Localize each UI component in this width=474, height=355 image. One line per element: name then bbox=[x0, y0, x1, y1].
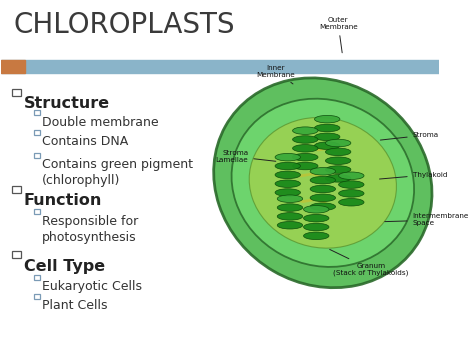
Ellipse shape bbox=[338, 190, 364, 197]
Ellipse shape bbox=[292, 162, 318, 170]
Ellipse shape bbox=[277, 204, 303, 211]
Ellipse shape bbox=[338, 181, 364, 189]
Ellipse shape bbox=[249, 118, 396, 248]
Bar bbox=[34, 153, 40, 158]
Ellipse shape bbox=[275, 180, 301, 187]
Ellipse shape bbox=[326, 175, 351, 182]
Text: Contains green pigment
(chlorophyll): Contains green pigment (chlorophyll) bbox=[42, 158, 193, 187]
Text: Stroma
Lamellae: Stroma Lamellae bbox=[216, 150, 276, 163]
Text: Responsible for
photosynthesis: Responsible for photosynthesis bbox=[42, 215, 138, 244]
Ellipse shape bbox=[277, 195, 303, 202]
Ellipse shape bbox=[326, 139, 351, 147]
Text: CHLOROPLASTS: CHLOROPLASTS bbox=[14, 11, 236, 39]
Ellipse shape bbox=[275, 153, 301, 161]
Bar bbox=[34, 275, 40, 280]
Ellipse shape bbox=[338, 172, 364, 180]
Ellipse shape bbox=[232, 99, 414, 267]
Bar bbox=[34, 110, 40, 115]
Text: Inner
Membrane: Inner Membrane bbox=[256, 65, 295, 84]
Text: Plant Cells: Plant Cells bbox=[42, 300, 108, 312]
Ellipse shape bbox=[310, 168, 336, 175]
Text: Stroma: Stroma bbox=[380, 132, 439, 140]
Text: Structure: Structure bbox=[24, 96, 110, 111]
Ellipse shape bbox=[303, 206, 329, 213]
Bar bbox=[34, 130, 40, 135]
Ellipse shape bbox=[315, 142, 340, 149]
Ellipse shape bbox=[292, 144, 318, 152]
Ellipse shape bbox=[326, 166, 351, 173]
Text: Contains DNA: Contains DNA bbox=[42, 135, 128, 148]
Bar bbox=[0, 60, 25, 73]
Ellipse shape bbox=[315, 133, 340, 141]
Ellipse shape bbox=[275, 171, 301, 179]
Ellipse shape bbox=[303, 232, 329, 240]
Bar bbox=[12, 251, 21, 258]
Ellipse shape bbox=[292, 153, 318, 161]
Text: Function: Function bbox=[24, 193, 102, 208]
Text: Cell Type: Cell Type bbox=[24, 259, 105, 274]
Text: Intermembrane
Space: Intermembrane Space bbox=[385, 213, 469, 226]
Bar bbox=[0, 60, 439, 73]
Ellipse shape bbox=[277, 213, 303, 220]
Ellipse shape bbox=[326, 157, 351, 164]
Ellipse shape bbox=[303, 223, 329, 231]
Ellipse shape bbox=[292, 127, 318, 135]
Bar bbox=[12, 89, 21, 96]
Ellipse shape bbox=[338, 198, 364, 206]
Ellipse shape bbox=[214, 78, 432, 288]
Ellipse shape bbox=[315, 124, 340, 132]
Ellipse shape bbox=[277, 222, 303, 229]
Text: Outer
Membrane: Outer Membrane bbox=[319, 17, 357, 53]
Ellipse shape bbox=[310, 176, 336, 184]
Bar bbox=[34, 294, 40, 299]
Ellipse shape bbox=[310, 203, 336, 211]
Ellipse shape bbox=[310, 185, 336, 193]
Bar bbox=[12, 186, 21, 193]
Text: Thylakoid: Thylakoid bbox=[380, 172, 447, 179]
Ellipse shape bbox=[292, 136, 318, 143]
Ellipse shape bbox=[303, 214, 329, 222]
Ellipse shape bbox=[275, 189, 301, 196]
Bar bbox=[34, 209, 40, 214]
Text: Eukaryotic Cells: Eukaryotic Cells bbox=[42, 280, 142, 293]
Ellipse shape bbox=[275, 162, 301, 170]
Ellipse shape bbox=[315, 115, 340, 123]
Text: Double membrane: Double membrane bbox=[42, 116, 159, 129]
Ellipse shape bbox=[310, 194, 336, 202]
Ellipse shape bbox=[326, 148, 351, 155]
Text: Granum
(Stack of Thylakoids): Granum (Stack of Thylakoids) bbox=[330, 250, 409, 276]
